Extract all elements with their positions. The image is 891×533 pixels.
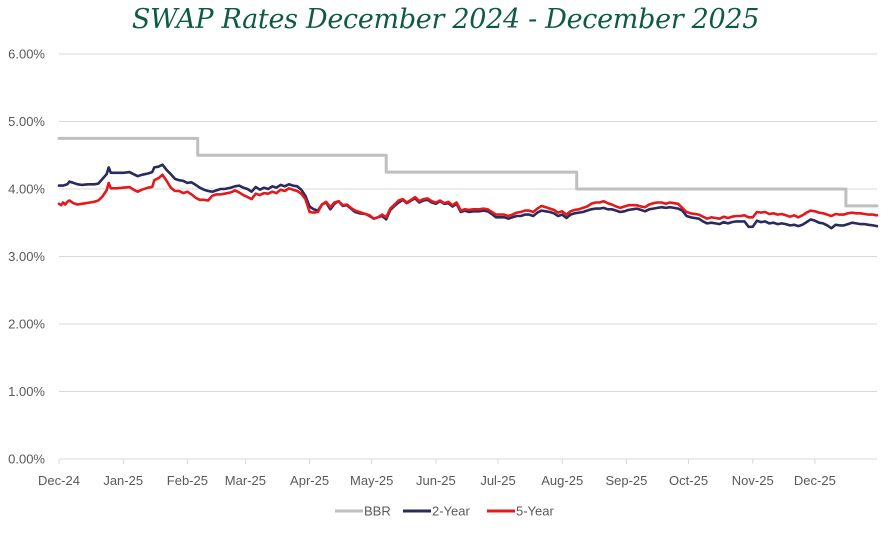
legend-label: 5-Year [516, 504, 554, 519]
series-line-5-year [57, 173, 879, 220]
x-tick-label: Dec-24 [38, 473, 80, 488]
chart-title: SWAP Rates December 2024 - December 2025 [131, 4, 760, 35]
gridlines [59, 53, 877, 460]
x-tick-label: Jun-25 [416, 473, 456, 488]
x-tick-label: Feb-25 [167, 473, 208, 488]
y-tick-label: 4.00% [8, 182, 45, 197]
x-tick-label: Jan-25 [103, 473, 143, 488]
x-tick-label: Aug-25 [541, 473, 583, 488]
x-tick-label: Oct-25 [669, 473, 708, 488]
y-tick-label: 2.00% [8, 317, 45, 332]
y-tick-label: 5.00% [8, 114, 45, 129]
legend-label: 2-Year [432, 504, 470, 519]
series-line-bbr [57, 136, 879, 208]
x-tick-label: Apr-25 [290, 473, 329, 488]
x-tick-label: Sep-25 [605, 473, 647, 488]
x-tick-label: Mar-25 [225, 473, 266, 488]
legend: BBR 2-Year 5-Year [335, 504, 554, 519]
x-tick-label: Jul-25 [480, 473, 515, 488]
y-tick-label: 0.00% [8, 452, 45, 467]
plot-area [57, 136, 879, 230]
x-tick-label: Nov-25 [732, 473, 774, 488]
series-line-2-year [57, 163, 879, 230]
y-tick-label: 1.00% [8, 384, 45, 399]
x-axis: Dec-24 Jan-25 Feb-25 Mar-25 Apr-25 May-25 Jun-… [38, 458, 877, 488]
y-axis: 0.00% 1.00% 2.00% 3.00% 4.00% 5.00% 6.00% [8, 47, 45, 467]
x-tick-label: May-25 [350, 473, 393, 488]
y-tick-label: 6.00% [8, 47, 45, 62]
y-tick-label: 3.00% [8, 249, 45, 264]
legend-label: BBR [364, 504, 391, 519]
x-tick-label: Dec-25 [794, 473, 836, 488]
